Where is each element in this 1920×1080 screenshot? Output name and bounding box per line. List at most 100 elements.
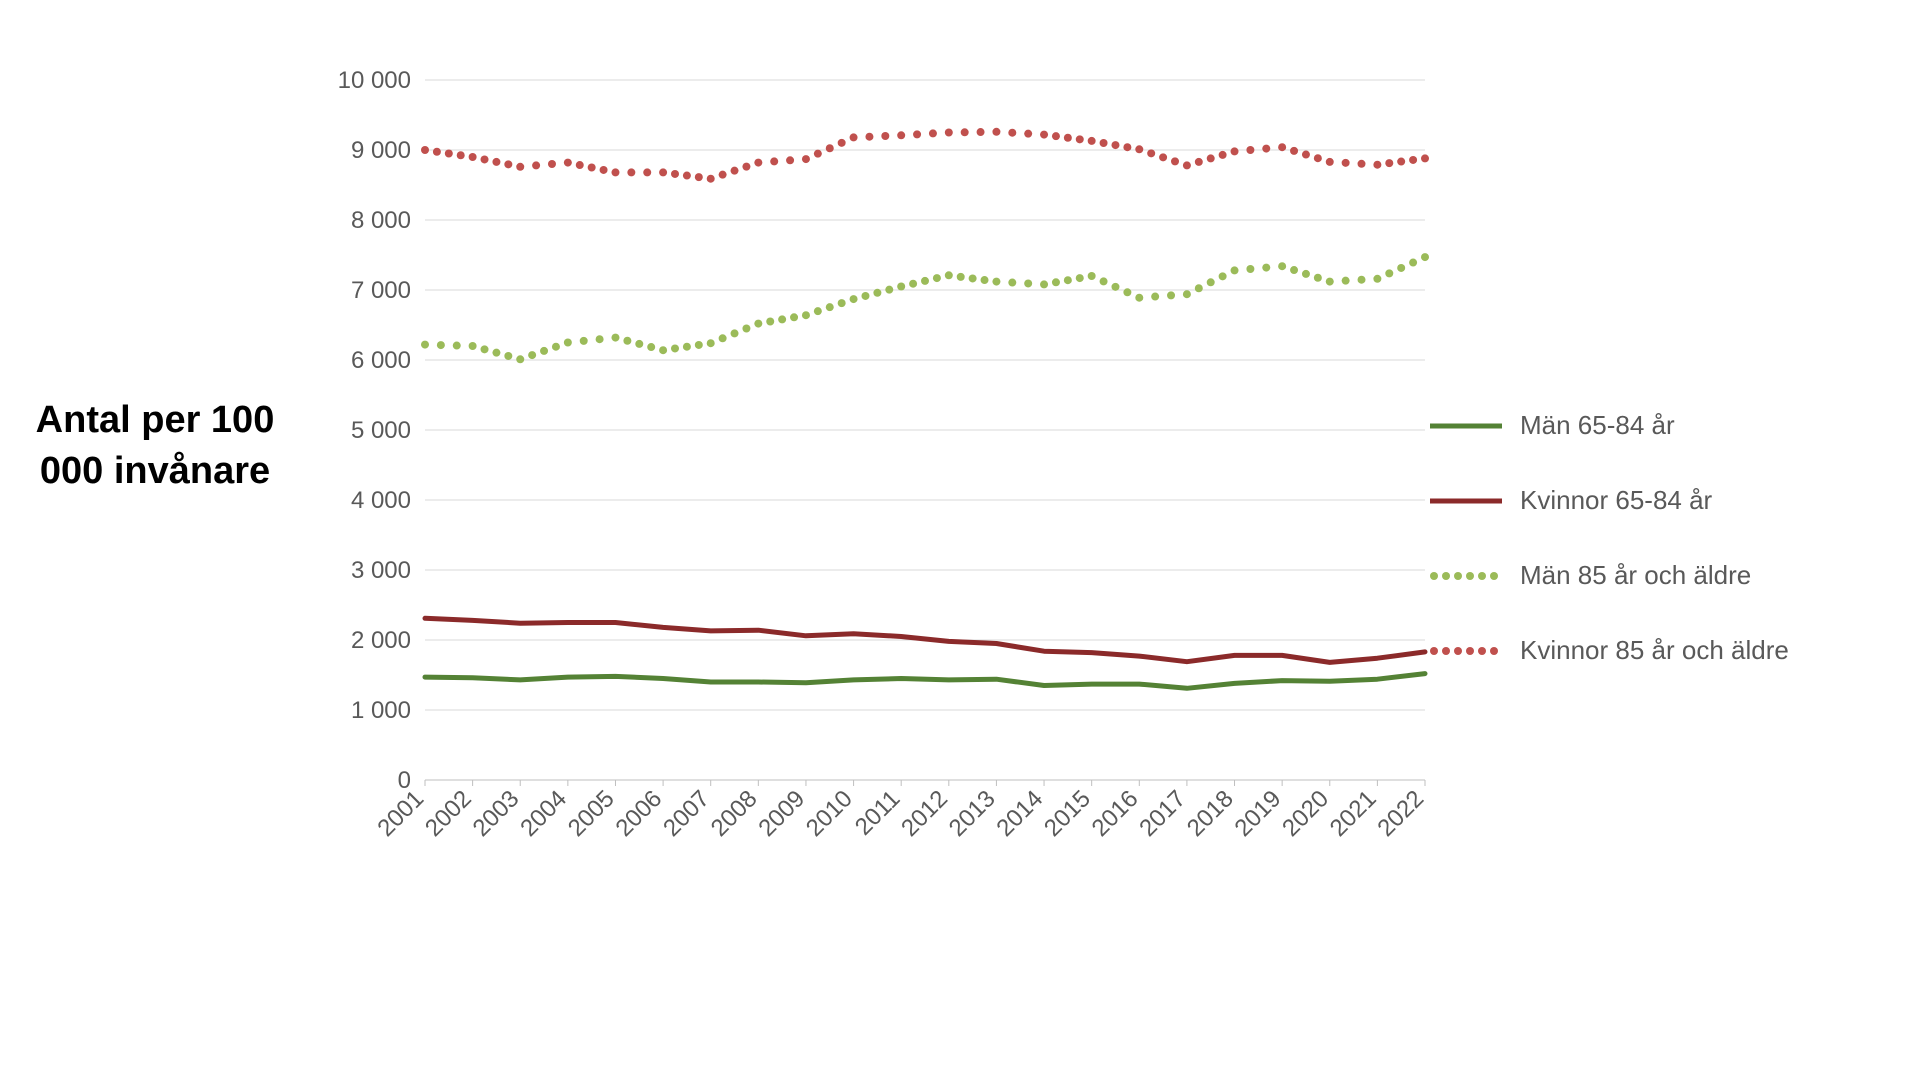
svg-text:2005: 2005 xyxy=(563,785,620,842)
dot xyxy=(981,276,989,284)
dot xyxy=(492,158,500,166)
dot xyxy=(1183,161,1191,169)
dot xyxy=(481,345,489,353)
legend-item: Kvinnor 85 år och äldre xyxy=(1430,635,1890,666)
svg-text:2 000: 2 000 xyxy=(351,627,411,654)
dot xyxy=(719,334,727,342)
svg-text:1 000: 1 000 xyxy=(351,697,411,724)
y-tick: 4 000 xyxy=(351,487,411,514)
dot xyxy=(437,341,445,349)
dot xyxy=(611,334,619,342)
x-tick: 2003 xyxy=(468,785,525,842)
dot xyxy=(504,352,512,360)
dot xyxy=(885,286,893,294)
x-tick: 2006 xyxy=(610,785,667,842)
dot xyxy=(1159,153,1167,161)
svg-text:7 000: 7 000 xyxy=(351,277,411,304)
dot xyxy=(504,160,512,168)
x-tick: 2008 xyxy=(706,785,763,842)
dot xyxy=(1064,276,1072,284)
dot xyxy=(600,166,608,174)
dot xyxy=(580,337,588,345)
y-tick: 10 000 xyxy=(338,67,411,94)
dot xyxy=(933,274,941,282)
legend-item: Kvinnor 65-84 år xyxy=(1430,485,1890,516)
svg-text:4 000: 4 000 xyxy=(351,487,411,514)
dot xyxy=(1302,270,1310,278)
dot xyxy=(1409,259,1417,267)
dot xyxy=(1111,283,1119,291)
dot xyxy=(1207,154,1215,162)
y-tick: 2 000 xyxy=(351,627,411,654)
dot xyxy=(1123,288,1131,296)
dot xyxy=(1183,290,1191,298)
dot xyxy=(766,318,774,326)
legend-label: Män 65-84 år xyxy=(1520,410,1675,441)
dot xyxy=(1373,161,1381,169)
series-dots xyxy=(421,253,1429,363)
x-tick: 2018 xyxy=(1182,785,1239,842)
dot xyxy=(850,133,858,141)
dot xyxy=(1151,293,1159,301)
dot xyxy=(695,341,703,349)
svg-text:2019: 2019 xyxy=(1230,785,1287,842)
svg-text:9 000: 9 000 xyxy=(351,137,411,164)
svg-text:2001: 2001 xyxy=(372,785,429,842)
svg-text:2004: 2004 xyxy=(515,785,572,842)
x-tick: 2001 xyxy=(372,785,429,842)
svg-text:2011: 2011 xyxy=(850,785,906,841)
series-dots xyxy=(421,128,1429,183)
dot xyxy=(897,131,905,139)
dot xyxy=(1100,277,1108,285)
dot xyxy=(552,343,560,351)
dot xyxy=(1040,131,1048,139)
dot xyxy=(945,129,953,137)
x-tick: 2009 xyxy=(753,785,810,842)
x-tick: 2012 xyxy=(896,785,953,842)
dot xyxy=(1385,269,1393,277)
y-tick: 9 000 xyxy=(351,137,411,164)
svg-text:2003: 2003 xyxy=(468,785,525,842)
dot xyxy=(1076,274,1084,282)
dot xyxy=(1342,159,1350,167)
dot xyxy=(802,155,810,163)
chart-svg: 01 0002 0003 0004 0005 0006 0007 0008 00… xyxy=(295,60,1445,930)
dot xyxy=(1262,264,1270,272)
dot xyxy=(1397,264,1405,272)
dot xyxy=(731,167,739,175)
dot xyxy=(643,168,651,176)
y-tick: 8 000 xyxy=(351,207,411,234)
legend-label: Kvinnor 85 år och äldre xyxy=(1520,635,1789,666)
x-tick: 2020 xyxy=(1277,785,1334,842)
dot xyxy=(1302,151,1310,159)
svg-text:6 000: 6 000 xyxy=(351,347,411,374)
dot xyxy=(977,128,985,136)
dot xyxy=(929,129,937,137)
dot xyxy=(838,299,846,307)
dot xyxy=(802,311,810,319)
legend-swatch xyxy=(1430,641,1502,661)
dot xyxy=(635,340,643,348)
dot xyxy=(1385,159,1393,167)
dot xyxy=(754,159,762,167)
svg-text:2006: 2006 xyxy=(610,785,667,842)
dot xyxy=(731,329,739,337)
dot xyxy=(1326,278,1334,286)
dot xyxy=(1231,147,1239,155)
dot xyxy=(814,307,822,315)
x-tick: 2011 xyxy=(850,785,906,841)
dot xyxy=(861,292,869,300)
dot xyxy=(742,325,750,333)
dot xyxy=(1171,157,1179,165)
svg-text:2014: 2014 xyxy=(991,785,1048,842)
svg-text:2012: 2012 xyxy=(896,785,953,842)
dot xyxy=(1195,284,1203,292)
legend-item: Män 65-84 år xyxy=(1430,410,1890,441)
legend: Män 65-84 årKvinnor 65-84 årMän 85 år oc… xyxy=(1430,410,1890,710)
x-tick: 2013 xyxy=(944,785,1001,842)
x-tick: 2022 xyxy=(1372,785,1429,842)
svg-text:2022: 2022 xyxy=(1372,785,1429,842)
dot xyxy=(421,341,429,349)
dot xyxy=(992,128,1000,136)
dot xyxy=(445,150,453,158)
